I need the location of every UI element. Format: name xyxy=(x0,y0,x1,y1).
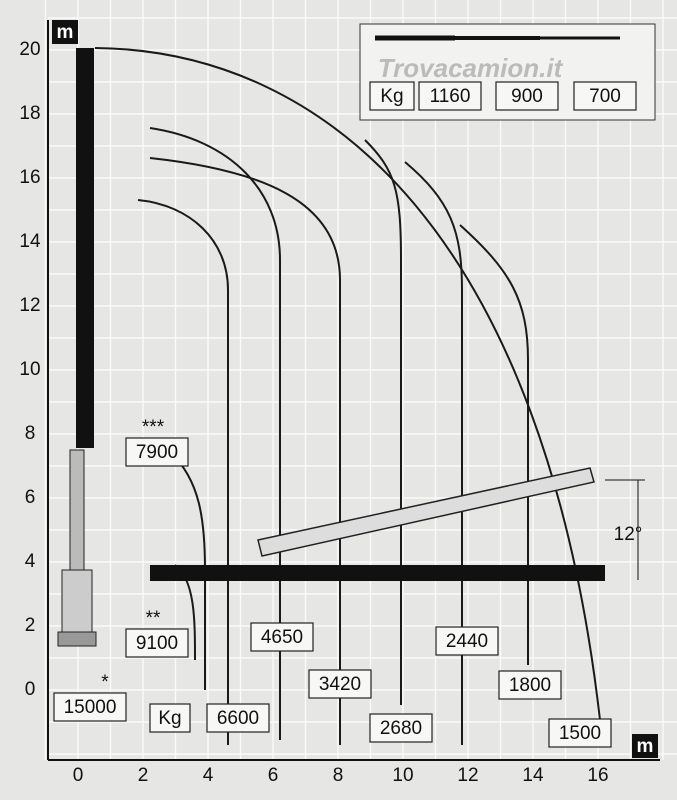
legend-row: Kg 1160 900 700 xyxy=(369,81,637,111)
x-unit: m xyxy=(637,736,654,757)
x-tick-label: 2 xyxy=(138,765,149,786)
legend-load-box xyxy=(495,81,559,111)
curve-load: 3420 xyxy=(319,674,361,695)
curve-load-box xyxy=(206,703,270,733)
labels: *** 7900 ** 9100 * 15000 Kg 6600 4650 3420 2680 244… xyxy=(53,417,612,748)
curve-load: 6600 xyxy=(217,708,259,729)
y-unit-box xyxy=(52,20,78,44)
curve-load-box xyxy=(548,718,612,748)
curve-load-box xyxy=(435,626,499,656)
legend-load: 1160 xyxy=(430,86,471,107)
load-stars: ** xyxy=(146,608,161,629)
y-tick-label: 20 xyxy=(19,39,40,60)
legend-unit: Kg xyxy=(380,86,403,107)
crane-foot xyxy=(57,631,97,647)
load-stars: *** xyxy=(142,417,165,438)
curve-load: 1800 xyxy=(509,675,551,696)
legend-unit-box xyxy=(369,81,415,111)
inclined-boom xyxy=(257,467,595,557)
vertical-boom xyxy=(76,48,94,448)
y-tick-label: 0 xyxy=(25,679,36,700)
envelope-curve xyxy=(94,47,601,721)
y-tick-label: 4 xyxy=(25,551,36,572)
angle-label: 12° xyxy=(614,524,643,545)
y-tick-label: 10 xyxy=(19,359,40,380)
y-unit: m xyxy=(57,22,74,43)
boom-load: 9100 xyxy=(136,633,178,654)
y-tick-label: 2 xyxy=(25,615,36,636)
x-tick-label: 8 xyxy=(333,765,344,786)
boom-load: 7900 xyxy=(136,442,178,463)
unit-label-box xyxy=(149,703,191,733)
curve-load-box xyxy=(498,670,562,700)
x-unit-box xyxy=(632,734,658,758)
curve-load-box xyxy=(308,669,372,699)
legend-load: 700 xyxy=(589,86,621,107)
horizontal-boom xyxy=(150,565,605,581)
load-curve xyxy=(149,157,341,745)
curve-load-box xyxy=(250,622,314,652)
load-curve xyxy=(404,161,463,745)
curve-load: 4650 xyxy=(261,627,303,648)
load-curve xyxy=(459,224,529,665)
x-tick-label: 6 xyxy=(268,765,279,786)
load-curve xyxy=(137,199,229,745)
x-tick-label: 12 xyxy=(457,765,478,786)
curve-load-box xyxy=(369,713,433,743)
boom-load-box xyxy=(53,692,127,722)
grid xyxy=(44,0,677,760)
x-tick-label: 10 xyxy=(392,765,413,786)
boom-load-box xyxy=(125,437,189,467)
y-tick-label: 8 xyxy=(25,423,36,444)
boom-load: 15000 xyxy=(64,697,117,718)
x-tick-label: 14 xyxy=(522,765,544,786)
legend-load-box xyxy=(573,81,637,111)
watermark: Trovacamion.it xyxy=(378,53,564,83)
legend-load: 900 xyxy=(511,86,543,107)
y-tick-label: 18 xyxy=(19,103,40,124)
curve-load: 2680 xyxy=(380,718,422,739)
ticks: 0 2 4 6 8 10 12 14 16 18 20 0 2 4 6 8 10 12 14 16 xyxy=(19,39,608,786)
curve-load: 2440 xyxy=(446,631,488,652)
boom-load-box xyxy=(125,628,189,658)
y-tick-label: 6 xyxy=(25,487,36,508)
load-curve xyxy=(364,139,402,705)
curve-load: 1500 xyxy=(559,723,601,744)
y-tick-label: 14 xyxy=(19,231,41,252)
x-tick-label: 16 xyxy=(587,765,608,786)
load-stars: * xyxy=(101,672,109,693)
y-tick-label: 16 xyxy=(19,167,40,188)
x-tick-label: 4 xyxy=(203,765,214,786)
crane-column xyxy=(61,569,93,641)
unit-label: Kg xyxy=(158,708,181,729)
boom-base xyxy=(69,449,85,571)
x-tick-label: 0 xyxy=(73,765,84,786)
y-tick-label: 12 xyxy=(19,295,40,316)
legend-load-box xyxy=(418,81,482,111)
